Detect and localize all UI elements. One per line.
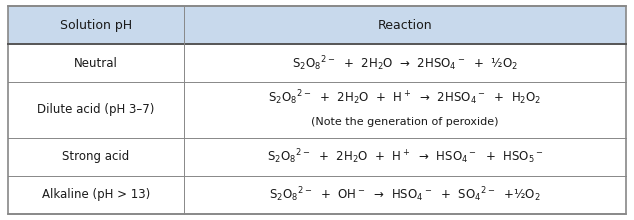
Bar (8, 82, 626, 138)
Text: S$_2$O$_8$$^{2-}$  +  2H$_2$O  →  2HSO$_4$$^-$  +  ½O$_2$: S$_2$O$_8$$^{2-}$ + 2H$_2$O → 2HSO$_4$$^… (292, 54, 518, 73)
Bar (8, 6, 626, 44)
Bar (8, 138, 626, 176)
Text: Dilute acid (pH 3–7): Dilute acid (pH 3–7) (37, 103, 155, 117)
Text: S$_2$O$_8$$^{2-}$  +  2H$_2$O  +  H$^+$  →  HSO$_4$$^-$  +  HSO$_5$$^-$: S$_2$O$_8$$^{2-}$ + 2H$_2$O + H$^+$ → HS… (267, 147, 543, 166)
Text: Solution pH: Solution pH (60, 19, 132, 32)
Text: S$_2$O$_8$$^{2-}$  +  OH$^-$  →  HSO$_4$$^-$  +  SO$_4$$^{2-}$  +½O$_2$: S$_2$O$_8$$^{2-}$ + OH$^-$ → HSO$_4$$^-$… (269, 185, 541, 204)
Bar (8, 44, 626, 82)
Bar (8, 176, 626, 214)
Text: Neutral: Neutral (74, 57, 118, 70)
Text: Reaction: Reaction (378, 19, 432, 32)
Text: Alkaline (pH > 13): Alkaline (pH > 13) (42, 188, 150, 201)
Text: S$_2$O$_8$$^{2-}$  +  2H$_2$O  +  H$^+$  →  2HSO$_4$$^-$  +  H$_2$O$_2$: S$_2$O$_8$$^{2-}$ + 2H$_2$O + H$^+$ → 2H… (268, 88, 542, 107)
Text: Strong acid: Strong acid (62, 150, 129, 163)
Text: (Note the generation of peroxide): (Note the generation of peroxide) (311, 117, 499, 127)
